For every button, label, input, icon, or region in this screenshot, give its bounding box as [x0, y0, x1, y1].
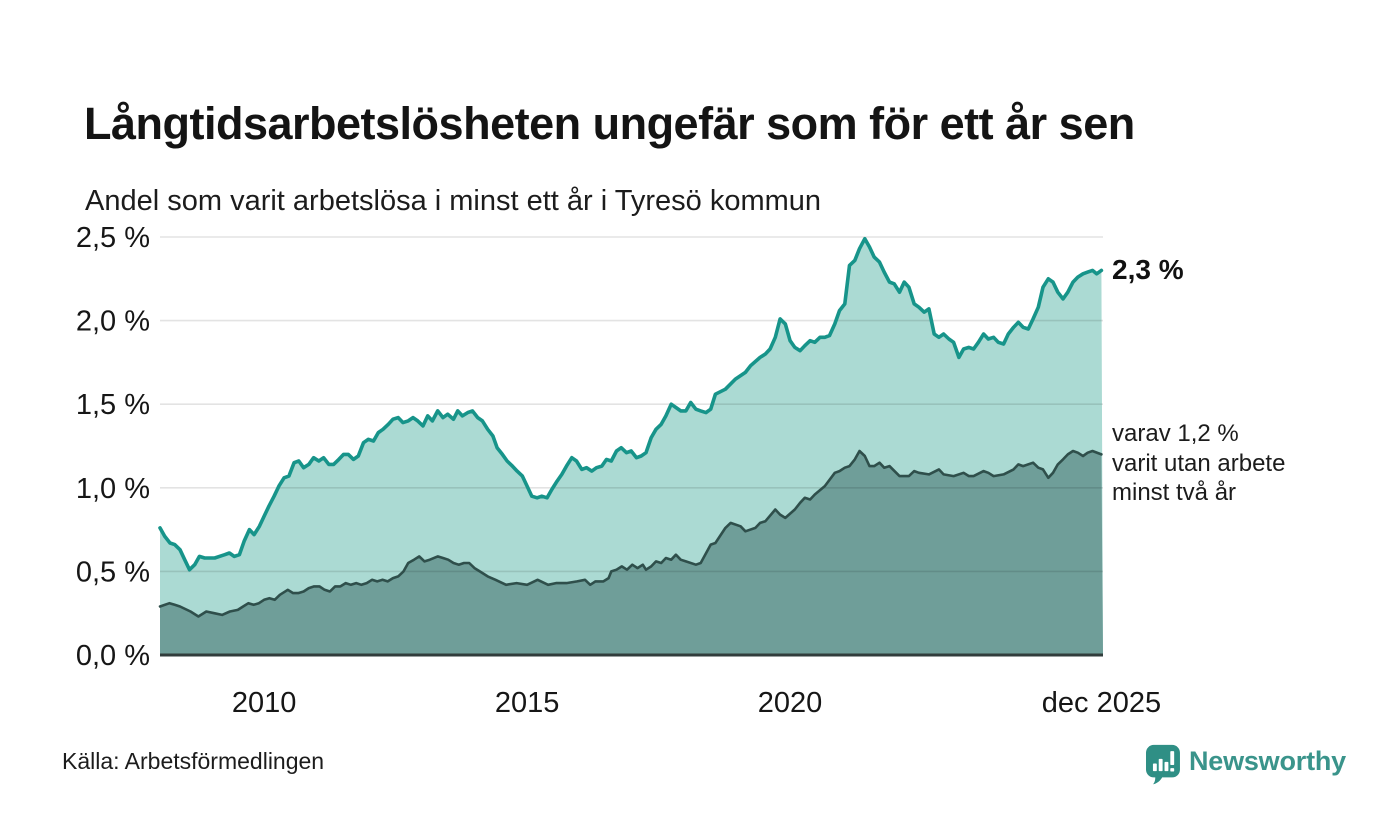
- y-axis-tick-label: 0,5 %: [76, 556, 150, 588]
- x-axis-tick-label: dec 2025: [1042, 687, 1161, 719]
- line-minst-ett-ar: [158, 236, 1104, 572]
- x-axis-tick-label: 2015: [495, 687, 560, 719]
- series-end-label-one-year: 2,3 %: [1112, 254, 1184, 285]
- brand-name: Newsworthy: [1188, 746, 1346, 776]
- series-end-label-two-years: varav 1,2 % varit utan arbete minst två …: [1112, 420, 1286, 506]
- y-axis-tick-label: 2,0 %: [76, 306, 150, 338]
- y-axis-tick-label: 2,5 %: [76, 222, 150, 254]
- unemployment-area-chart: 0,0 % 0,5 % 1,0 % 1,5 % 2,0 % 2,5 % 2010 2015 20…: [76, 222, 1161, 719]
- page-title: Långtidsarbetslösheten ungefär som för e…: [84, 98, 1135, 150]
- line-minst-tva-ar: [158, 449, 1103, 618]
- newsworthy-logo-icon: [1146, 744, 1180, 785]
- y-axis-tick-label: 0,0 %: [76, 640, 150, 672]
- x-axis-tick-label: 2020: [758, 687, 823, 719]
- source-caption: Källa: Arbetsförmedlingen: [62, 748, 325, 774]
- area-fill-minst-tva-ar: [160, 451, 1103, 655]
- brand-lockup: Newsworthy: [1146, 739, 1346, 795]
- y-axis-tick-label: 1,0 %: [76, 473, 150, 505]
- y-axis-tick-label: 1,5 %: [76, 389, 150, 421]
- x-axis-tick-label: 2010: [232, 687, 297, 719]
- page-subtitle: Andel som varit arbetslösa i minst ett å…: [85, 185, 822, 217]
